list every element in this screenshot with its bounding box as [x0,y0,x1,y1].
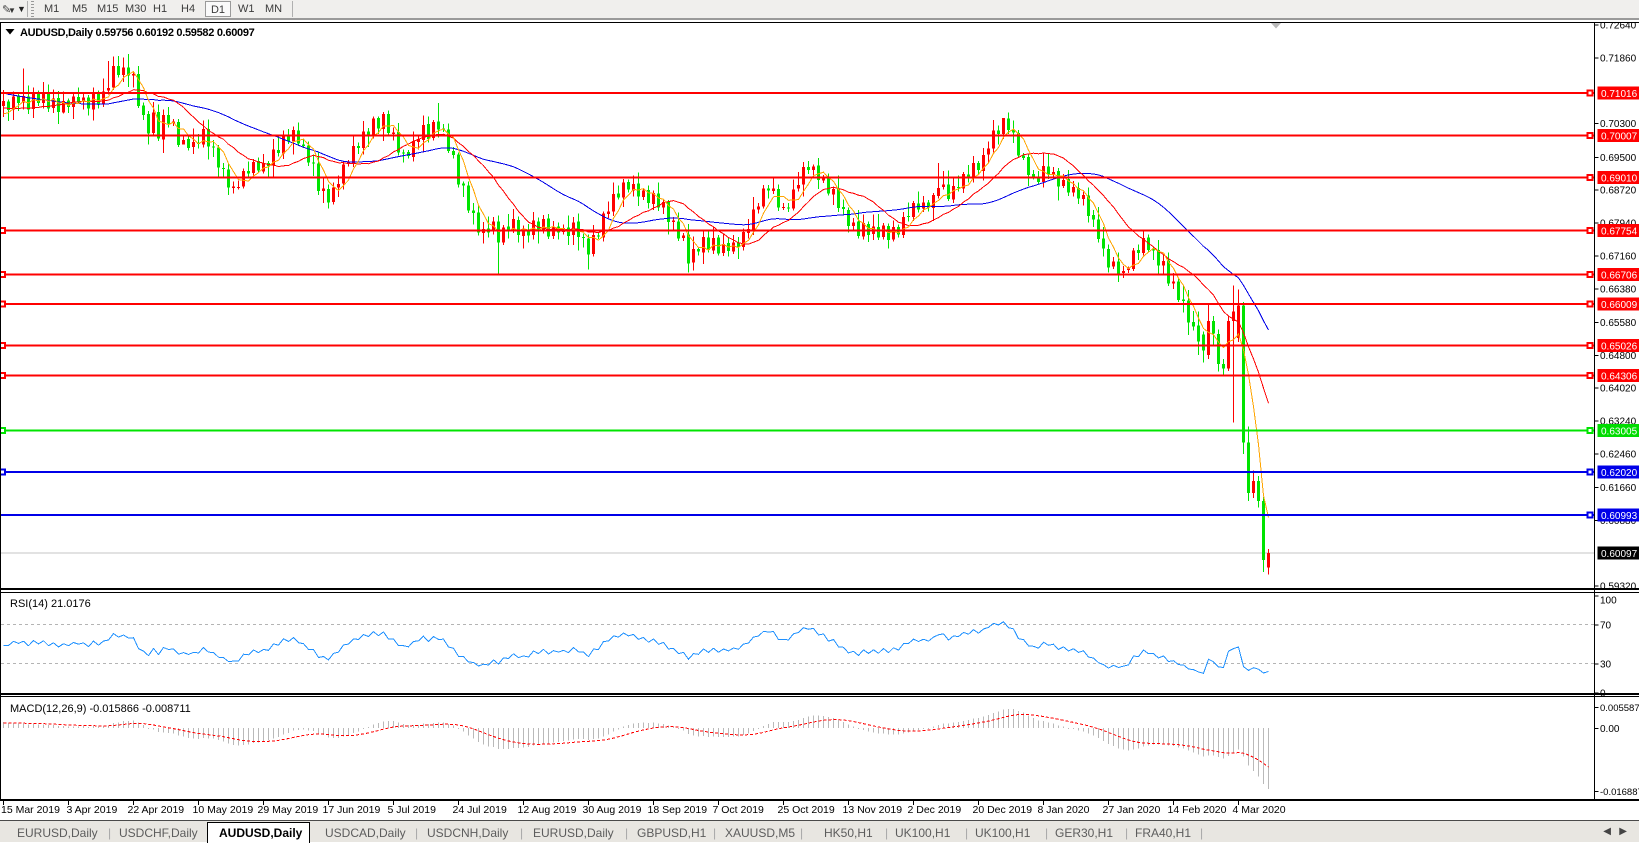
svg-text:0.69500: 0.69500 [1600,153,1637,164]
svg-text:18 Sep 2019: 18 Sep 2019 [648,804,708,816]
svg-text:4 Mar 2020: 4 Mar 2020 [1233,804,1286,816]
svg-text:0.70300: 0.70300 [1600,119,1637,130]
svg-text:0.63005: 0.63005 [1601,426,1638,437]
svg-text:0.70007: 0.70007 [1601,132,1638,143]
svg-text:70: 70 [1600,621,1612,632]
svg-text:0.66706: 0.66706 [1601,271,1638,282]
svg-text:2 Dec 2019: 2 Dec 2019 [908,804,962,816]
svg-text:0.71860: 0.71860 [1600,53,1637,64]
svg-text:0.72640: 0.72640 [1600,22,1637,32]
svg-text:7 Oct 2019: 7 Oct 2019 [713,804,765,816]
svg-text:12 Aug 2019: 12 Aug 2019 [518,804,577,816]
svg-text:29 May 2019: 29 May 2019 [258,804,319,816]
svg-text:0.66380: 0.66380 [1600,284,1637,295]
svg-text:0.65026: 0.65026 [1601,341,1638,352]
svg-text:RSI(14) 21.0176: RSI(14) 21.0176 [10,598,91,610]
svg-text:0.71016: 0.71016 [1601,89,1638,100]
svg-text:0.67160: 0.67160 [1600,251,1637,262]
svg-text:0.62020: 0.62020 [1601,468,1638,479]
svg-text:22 Apr 2019: 22 Apr 2019 [128,804,185,816]
svg-text:24 Jul 2019: 24 Jul 2019 [453,804,507,816]
svg-text:27 Jan 2020: 27 Jan 2020 [1103,804,1161,816]
svg-text:0.64020: 0.64020 [1600,384,1637,395]
svg-text:100: 100 [1600,595,1617,606]
svg-text:13 Nov 2019: 13 Nov 2019 [843,804,903,816]
svg-text:-0.016887: -0.016887 [1600,787,1639,798]
svg-text:8 Jan 2020: 8 Jan 2020 [1038,804,1090,816]
svg-text:0.66009: 0.66009 [1601,300,1638,311]
svg-text:0: 0 [1600,689,1606,700]
svg-text:10 May 2019: 10 May 2019 [193,804,254,816]
svg-text:15 Mar 2019: 15 Mar 2019 [1,804,60,816]
svg-text:0.64306: 0.64306 [1601,372,1638,383]
svg-text:0.60097: 0.60097 [1601,549,1638,560]
svg-text:0.67754: 0.67754 [1601,226,1638,237]
svg-text:30 Aug 2019: 30 Aug 2019 [583,804,642,816]
svg-text:0.60993: 0.60993 [1601,511,1638,522]
svg-text:0.61660: 0.61660 [1600,483,1637,494]
svg-text:0.68720: 0.68720 [1600,186,1637,197]
svg-text:5 Jul 2019: 5 Jul 2019 [388,804,437,816]
svg-text:17 Jun 2019: 17 Jun 2019 [323,804,381,816]
svg-text:14 Feb 2020: 14 Feb 2020 [1168,804,1227,816]
svg-text:0.65580: 0.65580 [1600,318,1637,329]
svg-text:0.59320: 0.59320 [1600,582,1637,593]
svg-text:20 Dec 2019: 20 Dec 2019 [973,804,1033,816]
svg-text:3 Apr 2019: 3 Apr 2019 [67,804,118,816]
svg-text:0.62460: 0.62460 [1600,449,1637,460]
svg-text:25 Oct 2019: 25 Oct 2019 [778,804,835,816]
svg-text:0.005587: 0.005587 [1600,703,1639,714]
svg-text:MACD(12,26,9) -0.015866 -0.008: MACD(12,26,9) -0.015866 -0.008711 [10,703,191,715]
svg-text:0.00: 0.00 [1600,724,1620,735]
svg-text:0.64800: 0.64800 [1600,351,1637,362]
svg-text:0.69010: 0.69010 [1601,174,1638,185]
svg-text:AUDUSD,Daily 0.59756 0.60192: AUDUSD,Daily 0.59756 0.60192 0.59582 0.6… [20,27,255,39]
svg-text:30: 30 [1600,659,1612,670]
